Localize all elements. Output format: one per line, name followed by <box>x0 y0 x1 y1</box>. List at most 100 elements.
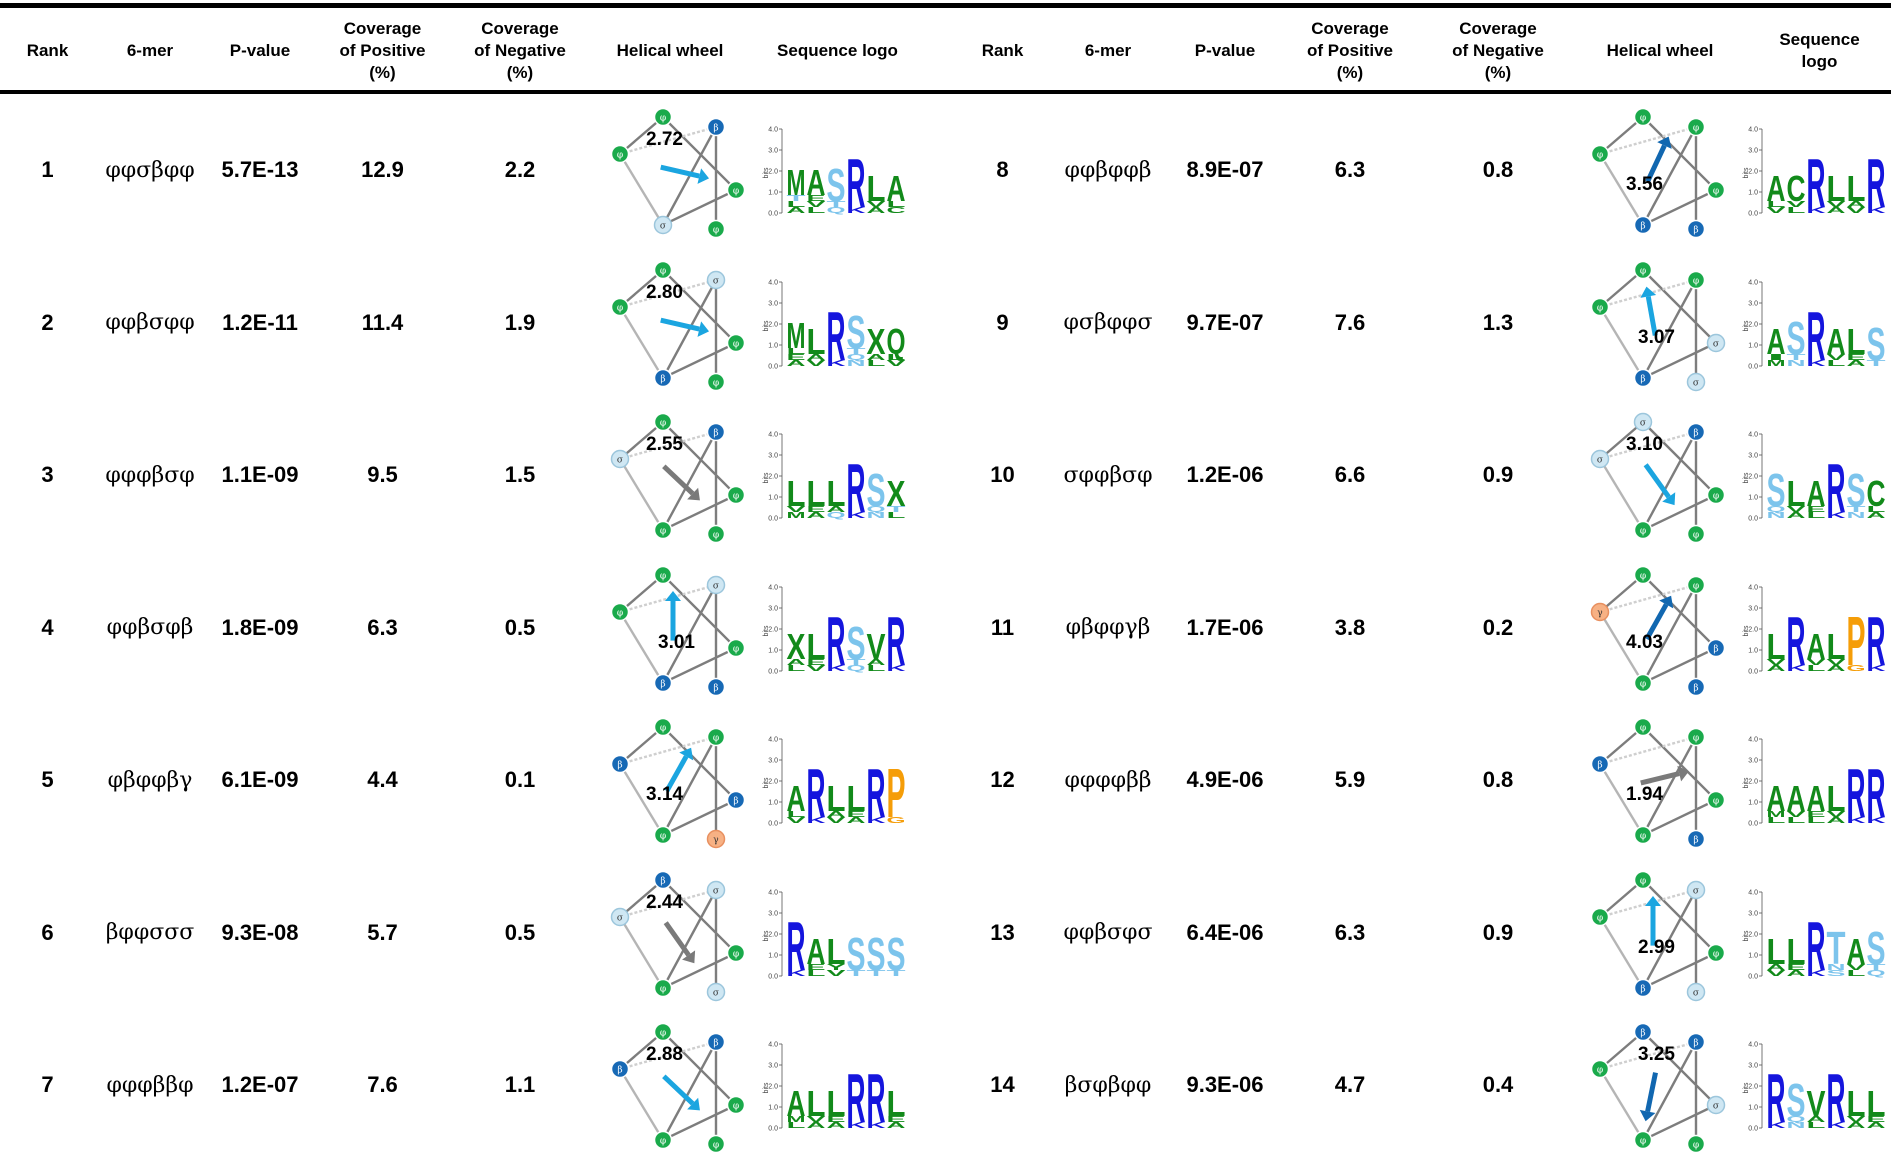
wheel-residue-label-6: φ <box>1693 531 1699 541</box>
row-right-coverage-negative: 0.8 <box>1482 157 1514 182</box>
logo-minor-letter: L <box>1867 505 1886 514</box>
helical-wheel: φ φ φ β β φ 2.88 <box>610 1022 746 1154</box>
wheel-residue-1 <box>653 565 673 584</box>
moment-value: 3.25 <box>1638 1044 1675 1065</box>
logo-minor-letter: V <box>1787 200 1808 209</box>
wheel-residue-6 <box>706 677 726 696</box>
logo-minor-letter: G <box>887 816 906 825</box>
logo-minor-letter: Q <box>827 511 846 520</box>
helical-wheel: φ β φ φ β γ 3.14 <box>610 717 746 849</box>
row-right-6mer: φφφφββ <box>1064 767 1152 793</box>
wheel-residue-label-5: φ <box>1597 913 1603 923</box>
logo-minor-letter: V <box>867 200 888 209</box>
wheel-residue-label-1: φ <box>660 266 666 276</box>
logo-letter: R <box>1767 1059 1786 1137</box>
wheel-residue-3 <box>1633 1130 1653 1150</box>
logo-minor-letter: K <box>1767 1121 1787 1130</box>
logo-minor-letter: A <box>1787 511 1807 520</box>
table-top-rule <box>0 3 1891 8</box>
logo-tick-label: 4.0 <box>768 127 778 134</box>
logo-minor-letter: L <box>787 200 806 209</box>
logo-tick-label: 2.0 <box>768 931 778 938</box>
row-right-rank: 14 <box>990 1072 1015 1097</box>
wheel-residue-label-6: φ <box>713 531 719 541</box>
wheel-residue-2 <box>1706 333 1726 352</box>
wheel-residue-4 <box>1686 880 1706 899</box>
wheel-residue-1 <box>653 107 673 127</box>
row-right-6mer: φβφφγβ <box>1065 615 1151 640</box>
wheel-residue-6 <box>706 372 726 391</box>
logo-tick-label: 2.0 <box>768 321 778 328</box>
logo-axis: 4.0 3.0 2.0 1.0 0.0 bits <box>763 127 783 218</box>
logo-tick-label: 4.0 <box>768 889 778 896</box>
logo-axis: 4.0 3.0 2.0 1.0 0.0 bits <box>763 432 783 523</box>
logo-letter: L <box>1867 1083 1886 1124</box>
logo-minor-letter: N <box>1767 511 1787 520</box>
wheel-residue-4 <box>706 727 726 747</box>
logo-axis: 4.0 3.0 2.0 1.0 0.0 bits <box>1743 889 1763 980</box>
wheel-residue-2 <box>1706 790 1726 810</box>
wheel-residue-2 <box>726 485 746 505</box>
logo-tick-label: 1.0 <box>1748 647 1758 654</box>
wheel-residue-label-2: σ <box>1713 1102 1719 1112</box>
logo-minor-letter: V <box>1787 810 1808 819</box>
logo-tick-label: 1.0 <box>1748 952 1758 959</box>
logo-tick-label: 2.0 <box>1748 779 1758 786</box>
logo-minor-letter: V <box>827 969 848 978</box>
wheel-residue-4 <box>706 422 726 442</box>
logo-letter: V <box>867 626 886 667</box>
logo-tick-label: 1.0 <box>1748 1105 1758 1112</box>
logo-minor-letter: A <box>1847 1121 1867 1130</box>
logo-minor-letter: V <box>787 505 808 514</box>
wheel-residue-label-1: φ <box>1640 114 1646 124</box>
logo-minor-letter: E <box>1807 505 1828 514</box>
wheel-residue-label-6: σ <box>713 988 719 998</box>
logo-minor-letter: L <box>867 664 886 673</box>
row-right-6mer: σφφβσφ <box>1063 462 1153 488</box>
wheel-residue-label-1: φ <box>660 571 666 581</box>
row-left-coverage-positive: 4.4 <box>367 767 398 792</box>
logo-minor-letter: A <box>827 810 847 819</box>
logo-minor-letter: V <box>1767 969 1788 978</box>
logo-tick-label: 1.0 <box>768 190 778 197</box>
wheel-residue-label-4: β <box>1693 429 1698 439</box>
row-right-pvalue: 9.7E-07 <box>1186 309 1264 335</box>
logo-letter: S <box>847 306 866 358</box>
wheel-connections <box>1598 420 1719 534</box>
moment-value: 2.80 <box>646 282 683 303</box>
logo-letter: R <box>847 144 866 222</box>
wheel-residue-label-2: φ <box>1713 492 1719 502</box>
wheel-residue-3 <box>1633 215 1653 235</box>
logo-ylabel: bits <box>1743 777 1750 788</box>
logo-minor-letter: E <box>827 1115 848 1124</box>
logo-ylabel: bits <box>1743 930 1750 941</box>
logo-axis: 4.0 3.0 2.0 1.0 0.0 bits <box>763 584 783 675</box>
logo-minor-letter: T <box>827 200 846 209</box>
logo-minor-letter: T <box>1787 353 1806 362</box>
row-left-rank: 6 <box>41 919 54 945</box>
logo-minor-letter: C <box>887 206 907 215</box>
logo-minor-letter: V <box>1827 200 1848 209</box>
row-left-coverage-negative: 1.5 <box>504 462 536 487</box>
logo-letter: R <box>1807 144 1826 222</box>
moment-arrow <box>664 755 689 793</box>
logo-axis: 4.0 3.0 2.0 1.0 0.0 bits <box>1743 127 1763 218</box>
header-coverage-negative-right: Coverage of Negative (%) <box>1452 19 1544 82</box>
wheel-residue-1 <box>653 1022 673 1042</box>
logo-tick-label: 1.0 <box>1748 495 1758 502</box>
logo-minor-letter: V <box>1767 658 1788 667</box>
moment-arrow <box>660 164 700 179</box>
logo-minor-letter: Q <box>1867 969 1886 978</box>
logo-tick-label: 0.0 <box>1748 516 1758 523</box>
logo-minor-letter: L <box>1767 200 1786 209</box>
logo-letter: M <box>787 315 806 356</box>
wheel-residue-6 <box>1686 219 1706 239</box>
wheel-connections <box>618 725 739 839</box>
logo-minor-letter: K <box>867 816 887 825</box>
wheel-connections <box>618 877 739 992</box>
